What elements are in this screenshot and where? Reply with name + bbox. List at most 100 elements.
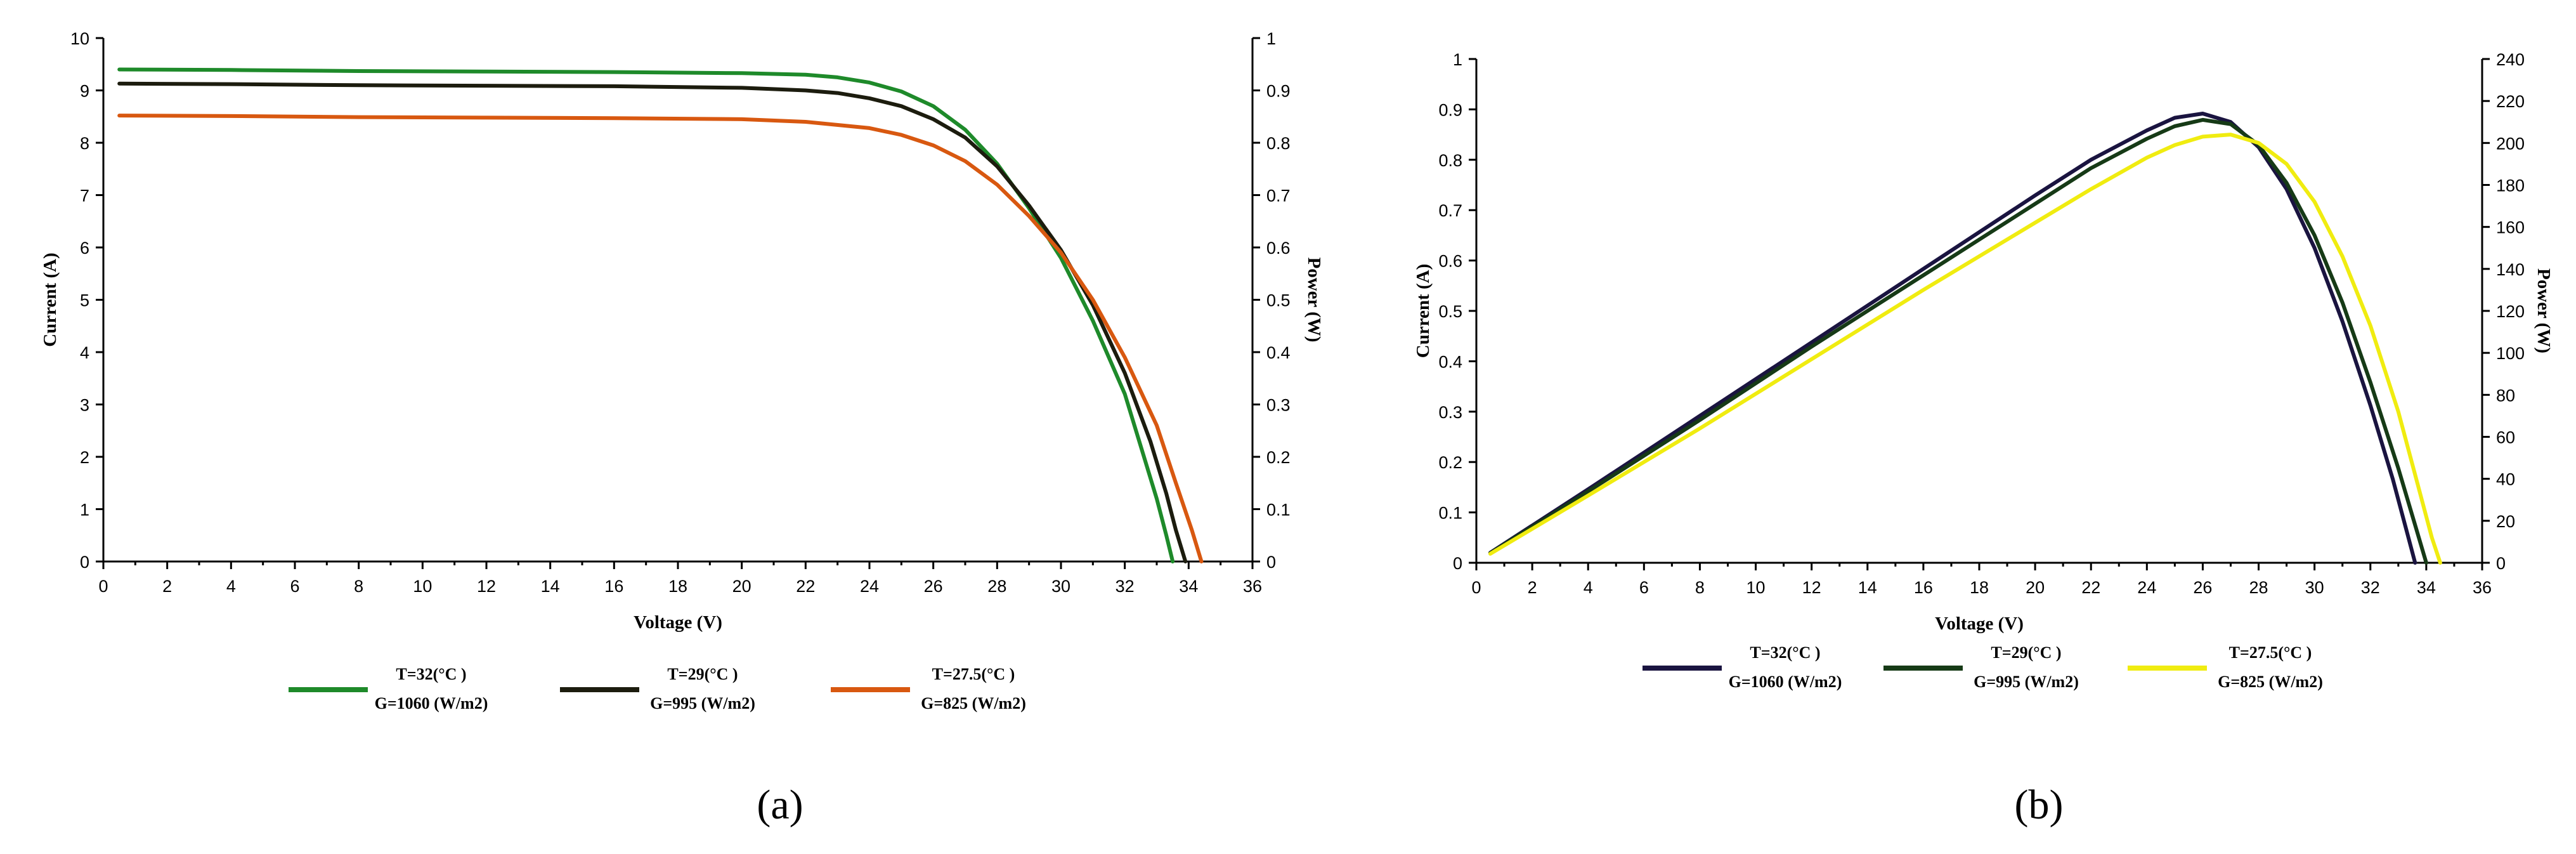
x-tick-label: 16 bbox=[604, 577, 623, 596]
x-tick-label: 36 bbox=[1243, 577, 1262, 596]
panel-label: (a) bbox=[757, 782, 803, 828]
x-tick-label: 34 bbox=[1179, 577, 1198, 596]
x-tick-label: 8 bbox=[354, 577, 363, 596]
y2-tick-label: 0 bbox=[2496, 554, 2506, 573]
y-axis-title: Current (A) bbox=[1413, 264, 1433, 358]
legend-label-1-line1: T=32(°C ) bbox=[1750, 643, 1820, 662]
y2-tick-label: 100 bbox=[2496, 344, 2525, 363]
y-tick-label: 1 bbox=[1453, 50, 1462, 69]
y-tick-label: 0 bbox=[80, 553, 89, 572]
legend-label-3-line1: T=27.5(°C ) bbox=[2229, 643, 2312, 662]
legend-label-1-line2: G=1060 (W/m2) bbox=[1729, 673, 1842, 691]
panel-label: (b) bbox=[2015, 782, 2064, 828]
y-tick-label: 0.3 bbox=[1438, 403, 1462, 422]
y-tick-label: 8 bbox=[80, 134, 89, 153]
x-tick-label: 22 bbox=[796, 577, 815, 596]
y2-tick-label: 160 bbox=[2496, 218, 2525, 237]
x-tick-label: 0 bbox=[98, 577, 108, 596]
series-line-3 bbox=[117, 114, 1204, 563]
y2-tick-label: 140 bbox=[2496, 260, 2525, 279]
y2-tick-label: 220 bbox=[2496, 92, 2525, 111]
y2-tick-label: 0 bbox=[1266, 553, 1276, 572]
x-tick-label: 24 bbox=[2137, 578, 2156, 597]
x-tick-label: 10 bbox=[1747, 578, 1766, 597]
x-tick-label: 36 bbox=[2473, 578, 2492, 597]
y2-tick-label: 0.2 bbox=[1266, 448, 1291, 467]
x-tick-label: 32 bbox=[1116, 577, 1135, 596]
legend-label-3-line1: T=27.5(°C ) bbox=[932, 665, 1015, 683]
x-tick-label: 28 bbox=[987, 577, 1006, 596]
x-tick-label: 20 bbox=[2026, 578, 2045, 597]
x-tick-label: 28 bbox=[2249, 578, 2268, 597]
series-line-2 bbox=[1488, 117, 2428, 565]
x-tick-label: 26 bbox=[924, 577, 943, 596]
x-tick-label: 4 bbox=[1584, 578, 1593, 597]
x-tick-label: 6 bbox=[290, 577, 299, 596]
x-tick-label: 22 bbox=[2081, 578, 2100, 597]
y2-axis-title: Power (W) bbox=[2534, 268, 2554, 353]
legend-label-2-line1: T=29(°C ) bbox=[1991, 643, 2061, 662]
x-tick-label: 14 bbox=[541, 577, 560, 596]
legend-label-2-line2: G=995 (W/m2) bbox=[1974, 673, 2079, 691]
x-tick-label: 24 bbox=[860, 577, 879, 596]
series-line-1 bbox=[117, 67, 1175, 563]
y-tick-label: 4 bbox=[80, 343, 89, 362]
y2-tick-label: 240 bbox=[2496, 50, 2525, 69]
y2-tick-label: 0.6 bbox=[1266, 239, 1291, 258]
legend-label-1-line1: T=32(°C ) bbox=[396, 665, 466, 683]
x-tick-label: 12 bbox=[477, 577, 496, 596]
y2-tick-label: 20 bbox=[2496, 512, 2515, 531]
legend-label-3-line2: G=825 (W/m2) bbox=[2218, 673, 2323, 691]
y-tick-label: 0.2 bbox=[1438, 453, 1462, 472]
x-tick-label: 30 bbox=[1051, 577, 1070, 596]
y-tick-label: 7 bbox=[80, 187, 89, 206]
y2-tick-label: 0.1 bbox=[1266, 501, 1291, 520]
x-tick-label: 18 bbox=[668, 577, 687, 596]
y-tick-label: 0 bbox=[1453, 554, 1462, 573]
y-tick-label: 3 bbox=[80, 396, 89, 415]
y-tick-label: 9 bbox=[80, 82, 89, 101]
x-tick-label: 0 bbox=[1471, 578, 1481, 597]
x-axis-title: Voltage (V) bbox=[634, 612, 722, 633]
legend-label-2-line1: T=29(°C ) bbox=[667, 665, 738, 683]
x-tick-label: 12 bbox=[1802, 578, 1821, 597]
y-tick-label: 0.9 bbox=[1438, 100, 1462, 119]
x-tick-label: 30 bbox=[2305, 578, 2324, 597]
legend-label-2-line2: G=995 (W/m2) bbox=[650, 694, 755, 713]
legend-label-3-line2: G=825 (W/m2) bbox=[921, 694, 1026, 713]
y2-tick-label: 120 bbox=[2496, 302, 2525, 321]
y2-tick-label: 180 bbox=[2496, 176, 2525, 195]
chart-a: 0 2 4 6 8 10 12 14 16 18 20 22 24 26 28 30 32 34 360123456… bbox=[40, 29, 1324, 828]
x-tick-label: 32 bbox=[2361, 578, 2380, 597]
series-line-2 bbox=[117, 81, 1188, 563]
y-tick-label: 0.8 bbox=[1438, 151, 1462, 170]
y-tick-label: 0.1 bbox=[1438, 504, 1462, 523]
y-tick-label: 0.6 bbox=[1438, 252, 1462, 271]
x-tick-label: 8 bbox=[1695, 578, 1705, 597]
x-tick-label: 2 bbox=[162, 577, 172, 596]
y-tick-label: 5 bbox=[80, 291, 89, 310]
x-tick-label: 20 bbox=[732, 577, 751, 596]
y2-tick-label: 0.5 bbox=[1266, 291, 1291, 310]
y2-tick-label: 0.7 bbox=[1266, 187, 1291, 206]
y-tick-label: 0.7 bbox=[1438, 201, 1462, 220]
y2-tick-label: 80 bbox=[2496, 386, 2515, 405]
y2-axis-title: Power (W) bbox=[1304, 258, 1324, 343]
y2-tick-label: 0.4 bbox=[1266, 343, 1291, 362]
y-tick-label: 6 bbox=[80, 239, 89, 258]
y2-tick-label: 60 bbox=[2496, 428, 2515, 447]
x-tick-label: 6 bbox=[1639, 578, 1649, 597]
y2-tick-label: 0.3 bbox=[1266, 396, 1291, 415]
series-line-3 bbox=[1488, 133, 2442, 565]
x-tick-label: 14 bbox=[1858, 578, 1877, 597]
y-tick-label: 0.5 bbox=[1438, 302, 1462, 321]
x-tick-label: 16 bbox=[1914, 578, 1933, 597]
y2-tick-label: 40 bbox=[2496, 470, 2515, 489]
x-tick-label: 34 bbox=[2417, 578, 2436, 597]
x-tick-label: 18 bbox=[1970, 578, 1989, 597]
series-line-1 bbox=[1488, 112, 2417, 565]
y-tick-label: 1 bbox=[80, 501, 89, 520]
y-axis-title: Current (A) bbox=[40, 253, 60, 346]
x-tick-label: 10 bbox=[413, 577, 432, 596]
y-tick-label: 10 bbox=[70, 29, 89, 48]
